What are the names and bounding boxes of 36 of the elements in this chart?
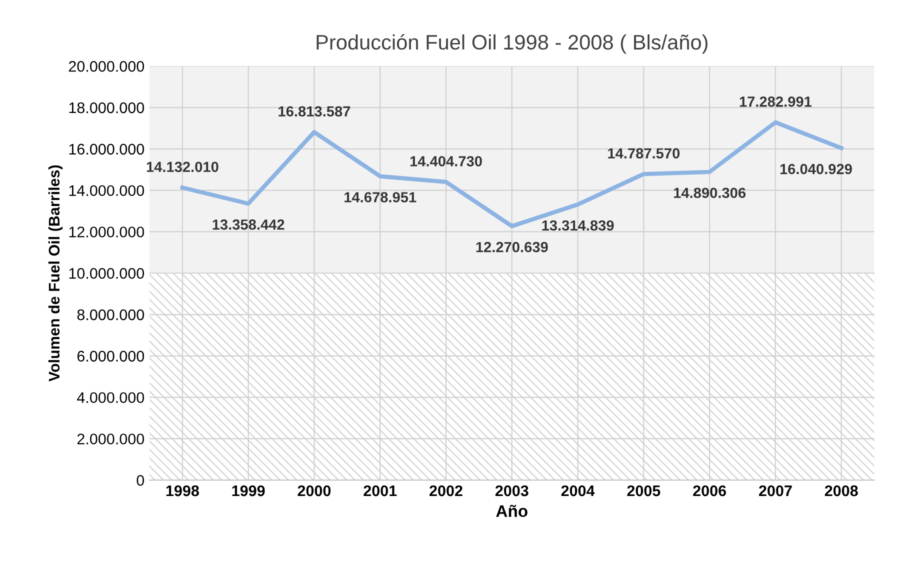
y-tick-label: 14.000.000	[69, 185, 144, 196]
x-tick-label: 2004	[561, 485, 595, 496]
text: 13.314.839	[542, 220, 614, 231]
text: 14.890.306	[674, 188, 746, 198]
y-tick-label: 10.000.000	[69, 268, 144, 279]
x-tick-label: 1999	[232, 485, 265, 496]
x-tick-label: 2003	[495, 485, 528, 496]
y-tick-label: 6.000.000	[77, 350, 144, 362]
x-tick-label: 2005	[627, 485, 660, 496]
x-tick-label: 2008	[824, 485, 858, 496]
text: 16.813.587	[278, 106, 350, 117]
y-tick-label: 20.000.000	[68, 60, 144, 72]
x-tick-label: 2001	[364, 485, 397, 496]
text: 13.358.442	[212, 219, 284, 230]
text: 16.040.929	[780, 164, 852, 174]
text: 14.404.730	[410, 156, 482, 166]
x-axis-title: Año	[496, 504, 528, 518]
y-axis-title: Volumen de Fuel Oil (Barriles)	[48, 165, 63, 382]
y-tick-label: 12.000.000	[69, 226, 144, 238]
text: 12.270.639	[476, 242, 548, 252]
text: 14.787.570	[608, 148, 680, 158]
y-tick-label: 18.000.000	[69, 102, 144, 114]
chart-title: Producción Fuel Oil 1998 - 2008 ( Bls/año)	[316, 34, 708, 54]
x-tick-label: 1998	[166, 485, 199, 496]
y-tick-label: 2.000.000	[77, 434, 144, 444]
y-tick-label: 16.000.000	[69, 144, 144, 155]
x-tick-label: 2007	[758, 485, 792, 496]
x-tick-label: 2000	[298, 485, 331, 496]
text: 14.678.951	[344, 192, 416, 202]
y-tick-label: 4.000.000	[77, 392, 144, 404]
x-tick-label: 2002	[430, 485, 462, 496]
text: 14.132.010	[146, 162, 218, 172]
y-tick-label: 8.000.000	[77, 309, 144, 320]
x-tick-label: 2006	[693, 485, 726, 496]
y-tick-label: 0	[136, 474, 144, 486]
text: 17.282.991	[740, 96, 812, 107]
